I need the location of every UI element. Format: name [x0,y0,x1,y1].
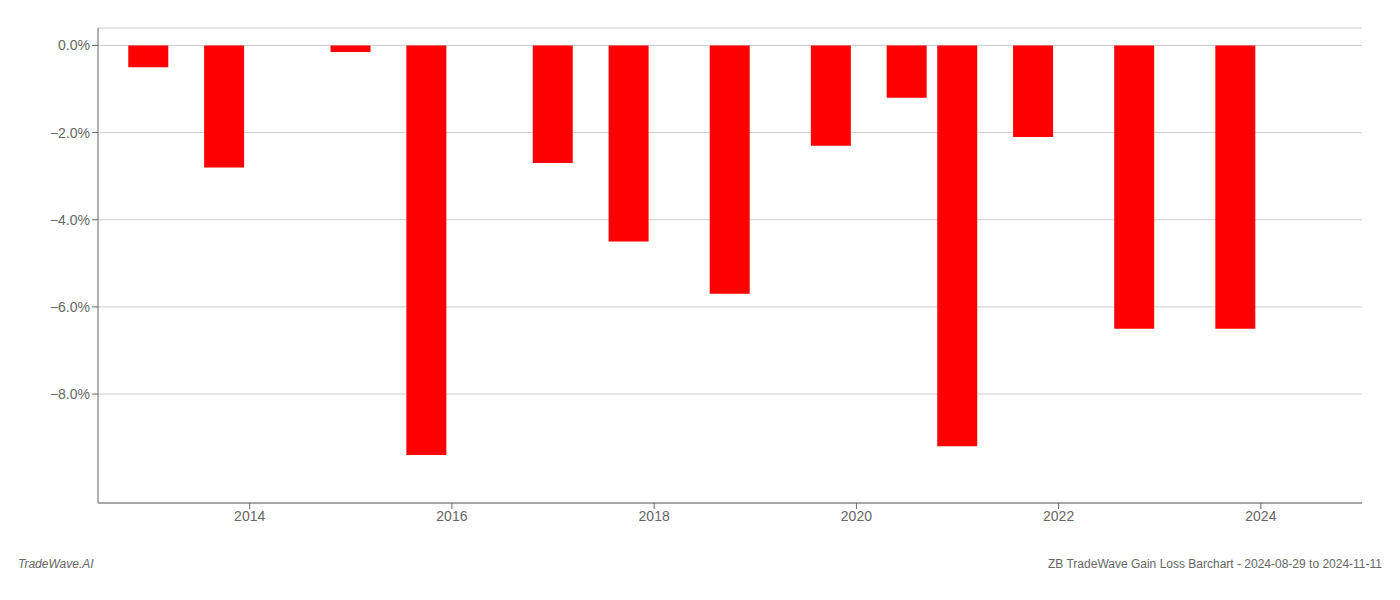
svg-text:−2.0%: −2.0% [50,125,90,141]
svg-text:−6.0%: −6.0% [50,299,90,315]
html-text:ZB TradeWave Gain Loss Barchar: ZB TradeWave Gain Loss Barchart - 2024-0… [1048,557,1382,571]
svg-text:2024: 2024 [1245,508,1276,524]
html-text:TradeWave.AI: TradeWave.AI [18,557,94,571]
svg-text:0.0%: 0.0% [58,37,90,53]
svg-text:−4.0%: −4.0% [50,212,90,228]
svg-text:2016: 2016 [436,508,467,524]
svg-text:−8.0%: −8.0% [50,386,90,402]
svg-text:2018: 2018 [639,508,670,524]
svg-text:2020: 2020 [841,508,872,524]
svg-text:2014: 2014 [234,508,265,524]
svg-text:2022: 2022 [1043,508,1074,524]
